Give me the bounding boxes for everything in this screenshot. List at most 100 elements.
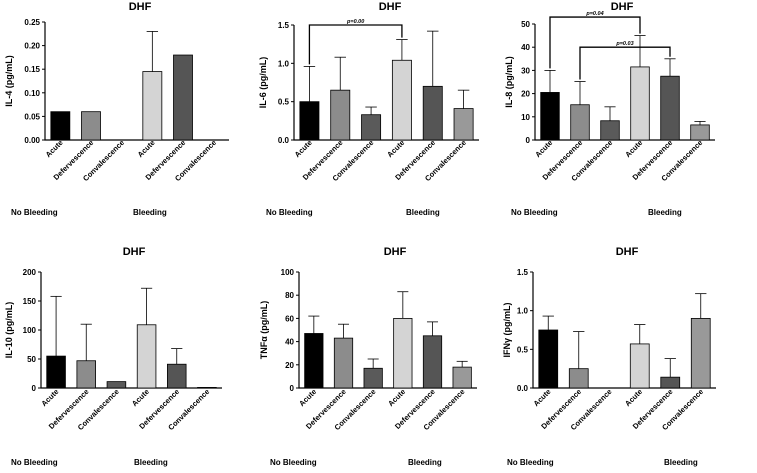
group-label: No Bleeding: [270, 458, 317, 467]
y-tick-label: 0: [526, 136, 531, 145]
x-tick-label: Acute: [136, 138, 157, 159]
axis-lines: [40, 272, 222, 389]
group-label: No Bleeding: [11, 458, 58, 467]
p-value-label: p=0.00: [346, 19, 364, 25]
y-tick-label: 0.10: [24, 89, 40, 98]
x-tick-label: Acute: [386, 387, 407, 408]
bar: [630, 66, 650, 141]
significance-bracket: [579, 46, 671, 80]
bar: [568, 368, 589, 389]
group-label: No Bleeding: [266, 208, 313, 217]
group-label: No Bleeding: [11, 208, 58, 217]
bar: [106, 381, 127, 389]
x-tick-label: Acute: [297, 387, 318, 408]
y-tick-label: 0.5: [278, 98, 290, 107]
y-tick-label: 10: [521, 113, 530, 122]
axis-lines: [298, 272, 477, 389]
y-tick-label: 40: [521, 43, 530, 52]
bar: [173, 54, 193, 141]
y-tick-label: 0.25: [24, 18, 40, 27]
y-tick-label: 0.05: [24, 112, 40, 121]
y-tick-label: 60: [285, 314, 294, 323]
bar: [330, 89, 351, 141]
bar: [50, 111, 71, 141]
y-tick-label: 0.0: [278, 136, 290, 145]
x-tick-label: Acute: [130, 387, 151, 408]
x-tick-label: Acute: [623, 138, 644, 159]
bar: [452, 366, 472, 389]
x-tick-label: Acute: [623, 387, 644, 408]
bar: [540, 92, 560, 141]
y-axis-label: IL-4 (pg/mL): [4, 55, 14, 107]
panel-title: DHF: [123, 246, 146, 258]
y-tick-label: 0.0: [517, 384, 529, 393]
y-axis-label: IL-10 (pg/mL): [4, 302, 14, 359]
x-tick-label: Acute: [44, 138, 65, 159]
p-value-label: p=0.04: [585, 11, 603, 17]
bar: [304, 333, 324, 389]
bar: [136, 324, 157, 389]
bar: [660, 376, 681, 389]
bar: [391, 59, 412, 141]
y-tick-label: 1.0: [517, 307, 529, 316]
y-tick-label: 150: [23, 297, 37, 306]
y-tick-label: 0.20: [24, 42, 40, 51]
chart-panel-1: DHF IL-4 (pg/mL) 0.00 0.05 0.10 0.15 0.20 0.25 A…: [4, 1, 229, 217]
bar: [81, 111, 101, 141]
x-tick-label: Acute: [533, 138, 554, 159]
bar: [600, 120, 620, 141]
y-tick-label: 50: [27, 355, 36, 364]
bar: [422, 85, 443, 141]
bar: [299, 101, 320, 141]
bar: [453, 108, 474, 141]
group-label: Bleeding: [134, 458, 168, 467]
bar: [570, 104, 590, 141]
bar: [333, 337, 354, 389]
y-tick-label: 50: [521, 20, 530, 29]
y-tick-label: 80: [285, 291, 294, 300]
y-tick-label: 0.5: [517, 345, 529, 354]
panel-title: DHF: [379, 1, 402, 13]
x-tick-label: Acute: [385, 138, 406, 159]
y-tick-label: 1.0: [278, 59, 290, 68]
y-axis-label: IL-6 (pg/mL): [258, 57, 268, 109]
bar: [538, 329, 559, 389]
bar: [660, 75, 680, 141]
y-tick-label: 0.15: [24, 65, 40, 74]
y-tick-label: 20: [285, 361, 294, 370]
panel-title: DHF: [616, 246, 639, 258]
bar: [46, 355, 66, 389]
y-tick-label: 100: [23, 326, 37, 335]
bar: [197, 387, 217, 389]
y-tick-label: 100: [281, 268, 295, 277]
bar: [363, 367, 383, 389]
y-tick-label: 0.00: [24, 136, 40, 145]
y-tick-label: 0: [290, 384, 295, 393]
group-label: No Bleeding: [511, 208, 558, 217]
y-tick-label: 200: [23, 268, 37, 277]
panel-title: DHF: [384, 246, 407, 258]
x-tick-label: Acute: [39, 387, 60, 408]
p-value-label: p=0.03: [615, 41, 633, 47]
group-label: Bleeding: [133, 208, 167, 217]
bar: [142, 71, 163, 141]
y-axis-label: IFNγ (pg/mL): [502, 303, 512, 358]
y-axis-label: TNFα (pg/mL): [259, 301, 269, 360]
group-label: Bleeding: [648, 208, 682, 217]
y-tick-label: 0: [32, 384, 37, 393]
axis-lines: [44, 22, 229, 141]
group-label: Bleeding: [406, 208, 440, 217]
bar: [690, 124, 710, 141]
y-tick-label: 1.5: [278, 21, 290, 30]
panel-title: DHF: [611, 1, 634, 13]
bar: [690, 317, 711, 389]
group-label: No Bleeding: [507, 458, 554, 467]
x-tick-label: Acute: [532, 387, 553, 408]
significance-bracket: [308, 24, 403, 65]
